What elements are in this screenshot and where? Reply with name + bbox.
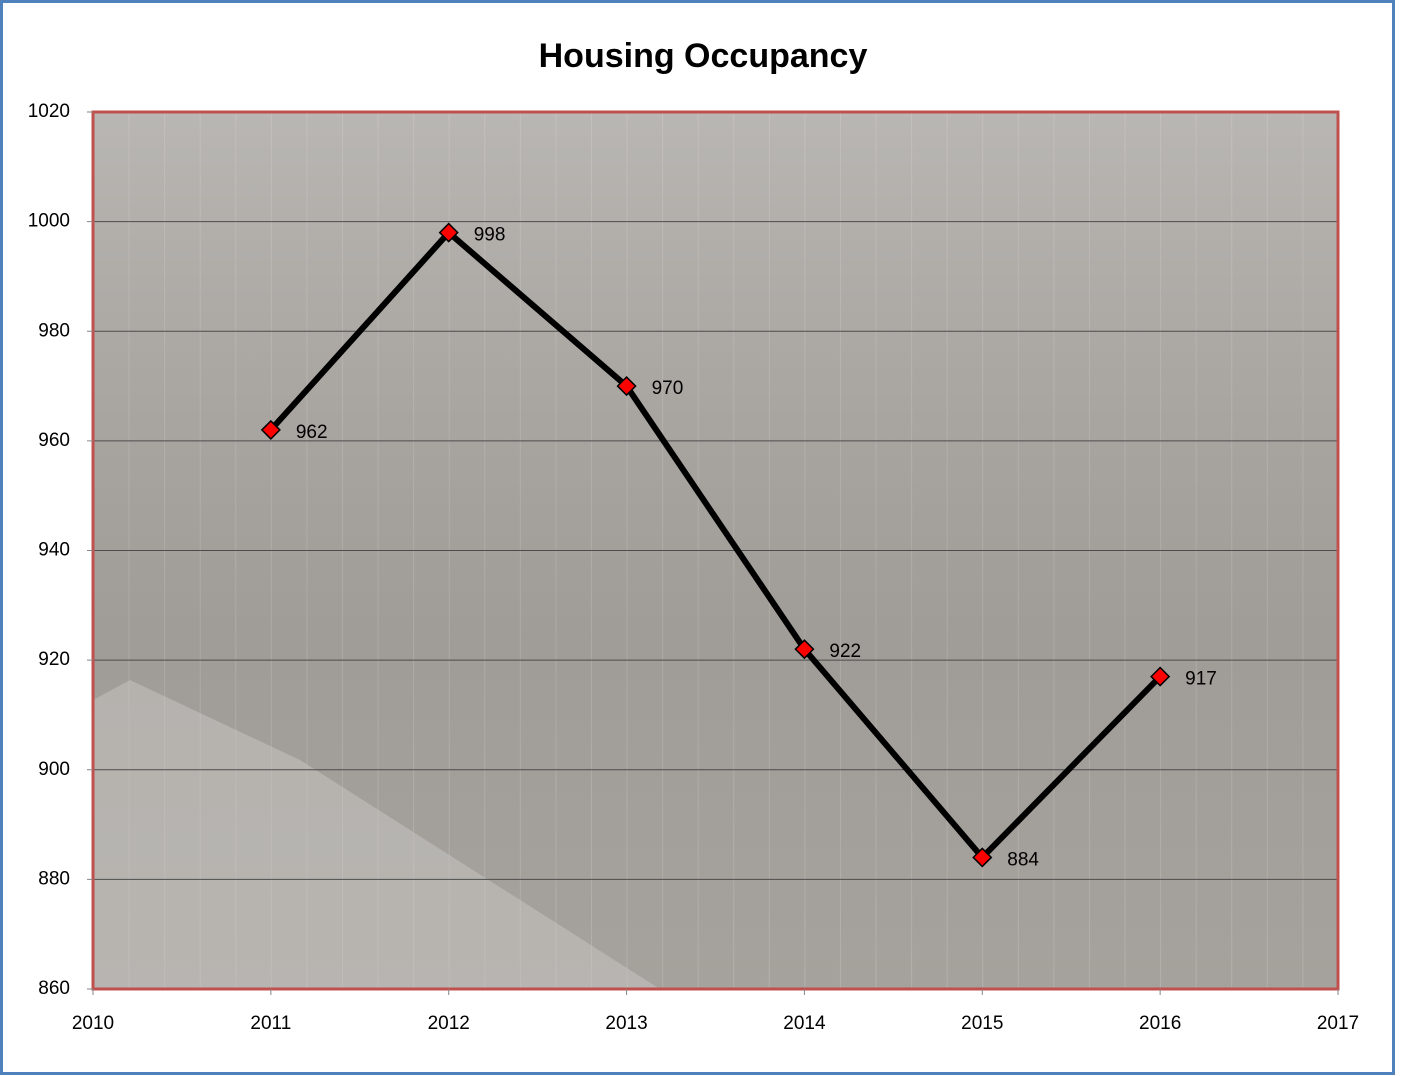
data-label: 922: [829, 641, 861, 662]
chart-title: Housing Occupancy: [539, 37, 868, 75]
data-label: 917: [1185, 669, 1217, 690]
x-tick-label: 2013: [605, 1013, 647, 1034]
x-tick-label: 2012: [428, 1013, 470, 1034]
y-tick-label: 860: [38, 978, 70, 999]
y-tick-label: 1020: [28, 101, 70, 122]
y-tick-label: 880: [38, 868, 70, 889]
data-label: 962: [296, 422, 328, 443]
data-label: 998: [474, 225, 506, 246]
y-tick-label: 1000: [28, 211, 70, 232]
x-tick-label: 2017: [1317, 1013, 1359, 1034]
x-tick-label: 2015: [961, 1013, 1003, 1034]
chart: Housing Occupancy 962 998 970 922 884 917 860…: [0, 0, 1403, 1076]
x-tick-label: 2014: [783, 1013, 826, 1034]
y-tick-label: 920: [38, 649, 70, 670]
data-label: 884: [1007, 849, 1039, 870]
x-tick-label: 2010: [72, 1013, 114, 1034]
data-label: 970: [652, 378, 684, 399]
y-tick-label: 940: [38, 540, 70, 561]
x-tick-label: 2016: [1139, 1013, 1181, 1034]
y-tick-label: 960: [38, 430, 70, 451]
x-tick-label: 2011: [250, 1013, 291, 1034]
y-tick-label: 980: [38, 320, 70, 341]
y-tick-label: 900: [38, 759, 70, 780]
